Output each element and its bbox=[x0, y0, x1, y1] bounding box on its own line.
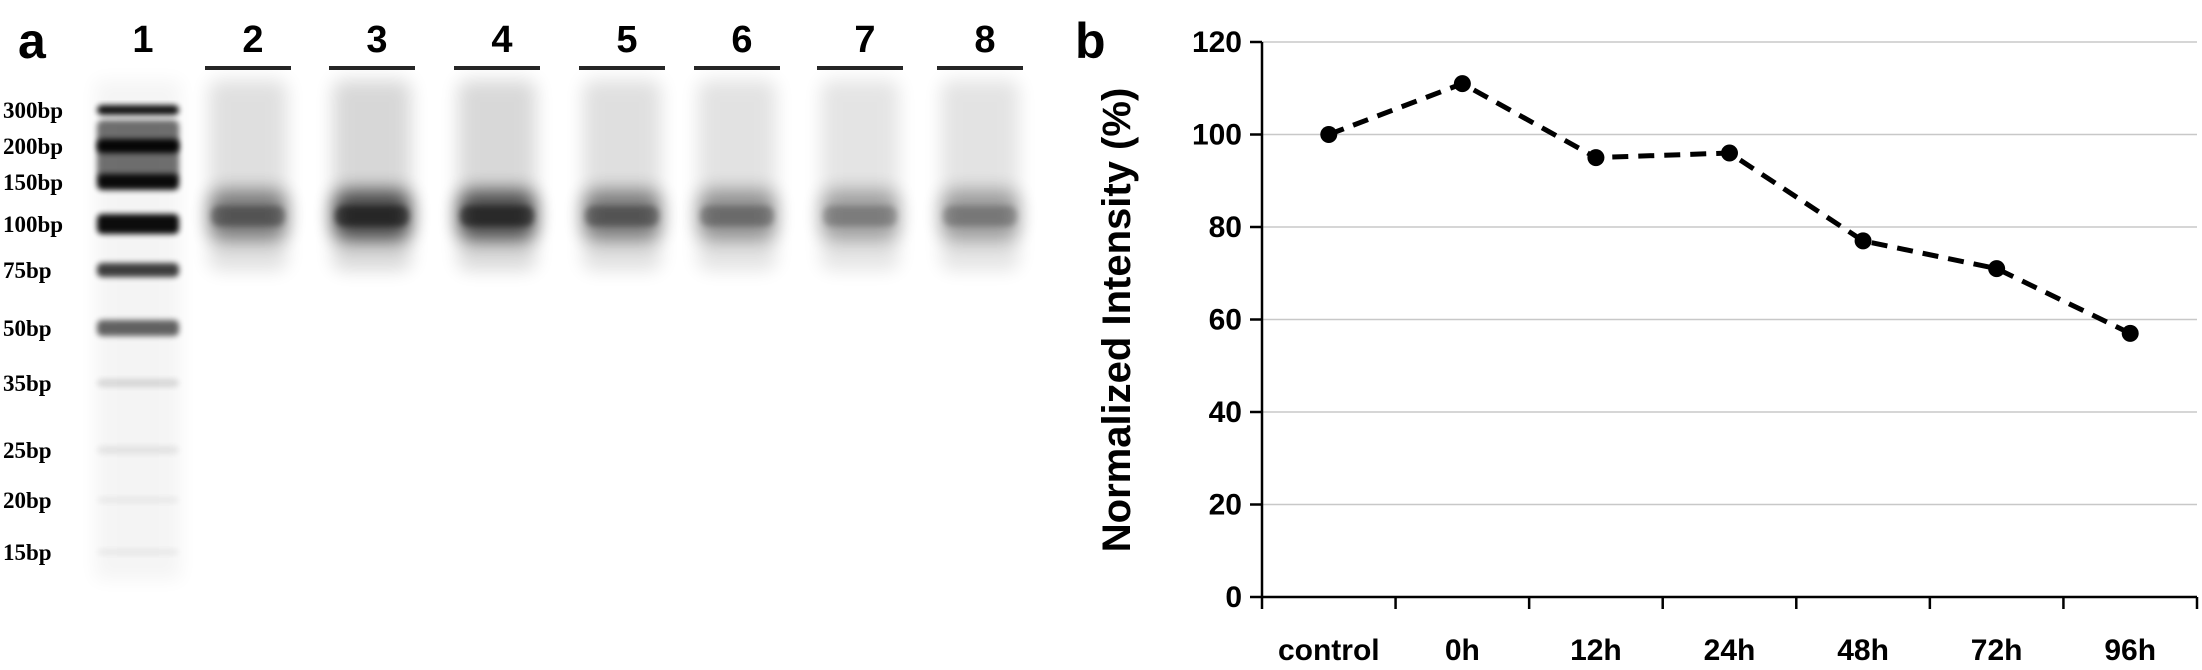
ladder-label: 75bp bbox=[3, 258, 52, 283]
y-tick-label: 60 bbox=[1209, 304, 1242, 337]
ladder-label: 15bp bbox=[3, 540, 52, 565]
ladder-label: 300bp bbox=[3, 98, 63, 123]
lane-numbers: 1 2 3 4 5 6 7 8 bbox=[132, 19, 995, 61]
data-point bbox=[1721, 144, 1738, 162]
line-chart-panel: b 0 20 40 60 80 100 120 control 0h 12h 24h 48h 72h 9… bbox=[1075, 13, 2199, 667]
data-point bbox=[1988, 260, 2006, 278]
gel-well bbox=[454, 66, 540, 70]
lane-smear bbox=[821, 80, 899, 270]
lane-smear bbox=[209, 80, 287, 270]
x-tick-label: control bbox=[1278, 634, 1380, 667]
panel-a-letter: a bbox=[18, 13, 47, 69]
sample-band-core bbox=[335, 206, 409, 226]
gel-well bbox=[694, 66, 780, 70]
lane-number: 6 bbox=[731, 19, 752, 61]
ladder-band bbox=[97, 214, 179, 234]
y-ticks: 0 20 40 60 80 100 120 bbox=[1192, 26, 1262, 614]
ladder-label: 20bp bbox=[3, 488, 52, 513]
lane-number: 3 bbox=[366, 19, 387, 61]
ladder-label: 200bp bbox=[3, 134, 63, 159]
y-tick-label: 80 bbox=[1209, 211, 1242, 244]
x-tick-label: 48h bbox=[1837, 634, 1889, 667]
ladder-label: 150bp bbox=[3, 170, 63, 195]
sample-band-core bbox=[943, 206, 1017, 226]
ladder-band bbox=[97, 120, 179, 180]
sample-band-core bbox=[460, 206, 534, 226]
lane-number: 7 bbox=[854, 19, 875, 61]
data-point bbox=[1320, 126, 1338, 143]
gel-well bbox=[937, 66, 1023, 70]
series-line bbox=[1327, 81, 2132, 336]
x-ticks: control 0h 12h 24h 48h 72h 96h bbox=[1260, 597, 2199, 667]
lane-smear bbox=[333, 80, 411, 270]
ladder-band bbox=[97, 105, 179, 115]
ladder-band bbox=[97, 379, 179, 387]
x-tick-label: 24h bbox=[1704, 634, 1756, 667]
ladder-band bbox=[97, 263, 179, 277]
ladder-labels: 300bp 200bp 150bp 100bp 75bp 50bp 35bp 25bp 20bp… bbox=[3, 98, 63, 565]
gridlines bbox=[1262, 41, 2197, 506]
sample-band-core bbox=[700, 206, 774, 226]
ladder-label: 25bp bbox=[3, 438, 52, 463]
y-tick-label: 120 bbox=[1192, 26, 1242, 59]
sample-band-core bbox=[211, 206, 285, 226]
lane-number: 1 bbox=[132, 19, 153, 61]
ladder-band bbox=[97, 446, 179, 454]
x-tick-label: 0h bbox=[1445, 634, 1480, 667]
lane-number: 2 bbox=[242, 19, 263, 61]
lane-smear bbox=[941, 80, 1019, 270]
ladder-lane bbox=[95, 80, 181, 580]
lane-number: 8 bbox=[974, 19, 995, 61]
ladder-label: 100bp bbox=[3, 212, 63, 237]
data-point bbox=[1453, 75, 1471, 93]
gel-well bbox=[817, 66, 903, 70]
lane-smear bbox=[583, 80, 661, 270]
y-tick-label: 0 bbox=[1225, 581, 1242, 614]
x-tick-label: 96h bbox=[2104, 634, 2156, 667]
y-tick-label: 40 bbox=[1209, 396, 1242, 429]
x-tick-label: 72h bbox=[1971, 634, 2023, 667]
ladder-band bbox=[97, 497, 179, 503]
data-series bbox=[1320, 75, 2139, 342]
y-tick-label: 100 bbox=[1192, 119, 1242, 152]
data-point bbox=[1854, 232, 1872, 250]
lane-number: 4 bbox=[491, 19, 512, 61]
ladder-label: 50bp bbox=[3, 316, 52, 341]
lane-smear bbox=[458, 80, 536, 270]
panel-b-letter: b bbox=[1075, 13, 1106, 69]
gel-well bbox=[329, 66, 415, 70]
lane-number: 5 bbox=[616, 19, 637, 61]
x-tick-label: 12h bbox=[1570, 634, 1622, 667]
gel-well bbox=[205, 66, 291, 70]
ladder-band bbox=[97, 320, 179, 336]
sample-lanes bbox=[205, 66, 1023, 270]
lane-smear bbox=[698, 80, 776, 270]
ladder-band bbox=[97, 549, 179, 555]
data-point bbox=[2121, 324, 2139, 342]
data-point bbox=[1587, 149, 1605, 167]
sample-band-core bbox=[585, 206, 659, 226]
y-tick-label: 20 bbox=[1209, 489, 1242, 522]
ladder-label: 35bp bbox=[3, 371, 52, 396]
y-axis-title: Normalized Intensity (%) bbox=[1095, 88, 1139, 553]
sample-band-core bbox=[823, 206, 897, 226]
gel-well bbox=[579, 66, 665, 70]
